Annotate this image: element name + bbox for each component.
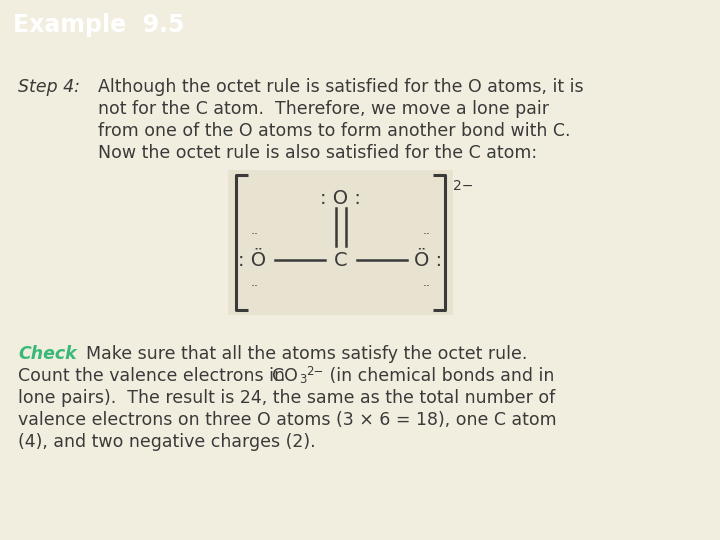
- Text: 2−: 2−: [306, 365, 323, 378]
- Text: ··: ··: [251, 280, 258, 293]
- Text: (4), and two negative charges (2).: (4), and two negative charges (2).: [18, 433, 315, 451]
- Text: ··: ··: [423, 228, 431, 241]
- Text: lone pairs).  The result is 24, the same as the total number of: lone pairs). The result is 24, the same …: [18, 389, 555, 407]
- Text: : O :: : O :: [320, 188, 361, 208]
- Text: not for the C atom.  Therefore, we move a lone pair: not for the C atom. Therefore, we move a…: [98, 100, 549, 118]
- Text: from one of the O atoms to form another bond with C.: from one of the O atoms to form another …: [98, 122, 570, 140]
- Text: : Ö: : Ö: [238, 251, 266, 269]
- Bar: [228, 170, 453, 315]
- Text: Step 4:: Step 4:: [18, 78, 80, 96]
- Text: 3: 3: [299, 373, 307, 386]
- Text: 2−: 2−: [453, 179, 473, 193]
- Text: ··: ··: [423, 280, 431, 293]
- Text: CO: CO: [272, 367, 298, 385]
- Text: Check: Check: [18, 345, 76, 363]
- Text: (in chemical bonds and in: (in chemical bonds and in: [324, 367, 554, 385]
- Text: Make sure that all the atoms satisfy the octet rule.: Make sure that all the atoms satisfy the…: [75, 345, 527, 363]
- Text: Ö :: Ö :: [415, 251, 443, 269]
- Text: Example  9.5: Example 9.5: [13, 13, 184, 37]
- Text: Now the octet rule is also satisfied for the C atom:: Now the octet rule is also satisfied for…: [98, 144, 537, 162]
- Text: ··: ··: [251, 228, 258, 241]
- Text: Count the valence electrons in: Count the valence electrons in: [18, 367, 290, 385]
- Text: C: C: [333, 251, 347, 269]
- Text: Although the octet rule is satisfied for the O atoms, it is: Although the octet rule is satisfied for…: [98, 78, 584, 96]
- Text: valence electrons on three O atoms (3 × 6 = 18), one C atom: valence electrons on three O atoms (3 × …: [18, 411, 557, 429]
